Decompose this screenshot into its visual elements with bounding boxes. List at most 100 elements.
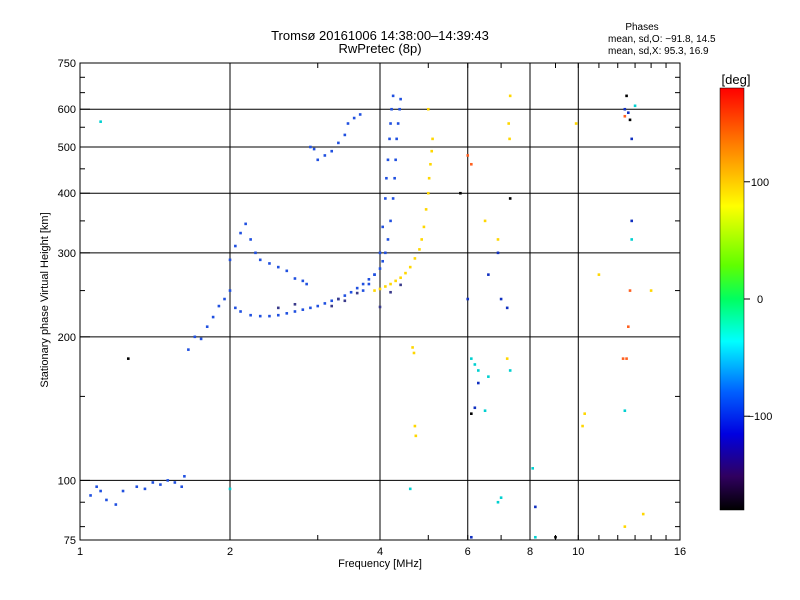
- colorbar-tick-label: −100: [748, 411, 773, 423]
- data-point: [628, 289, 632, 292]
- data-point: [367, 277, 371, 281]
- y-axis-label: Stationary phase Virtual Height [km]: [39, 212, 51, 387]
- data-point: [628, 118, 632, 122]
- data-point: [378, 287, 382, 291]
- data-point: [330, 149, 334, 153]
- y-tick-label: 500: [58, 142, 76, 154]
- data-point: [487, 375, 490, 378]
- data-point: [386, 238, 390, 241]
- data-point: [309, 306, 312, 310]
- data-point: [285, 312, 289, 315]
- y-tick-label: 75: [64, 535, 76, 547]
- data-point: [99, 120, 102, 123]
- data-point: [534, 505, 537, 509]
- data-point: [337, 297, 340, 301]
- data-point: [180, 485, 184, 489]
- data-point: [343, 133, 347, 137]
- x-tick-label: 16: [674, 546, 686, 558]
- data-point: [508, 369, 512, 372]
- y-tick-label: 200: [58, 332, 76, 344]
- data-point: [254, 251, 257, 255]
- data-point: [473, 363, 477, 366]
- data-point: [126, 357, 130, 360]
- colorbar-tick-label: 0: [757, 294, 763, 306]
- data-point: [459, 191, 462, 195]
- data-point: [323, 154, 327, 157]
- x-tick-label: 1: [77, 546, 83, 558]
- data-point: [641, 512, 645, 516]
- data-point: [496, 500, 500, 504]
- data-point: [373, 273, 376, 276]
- data-point: [473, 406, 477, 410]
- data-point: [627, 325, 630, 329]
- data-point: [534, 535, 537, 539]
- data-point: [395, 137, 398, 141]
- data-point: [574, 122, 578, 125]
- data-point: [293, 310, 297, 313]
- y-tick-label: 400: [58, 188, 76, 200]
- data-point: [470, 412, 473, 415]
- data-point: [228, 289, 232, 292]
- data-point: [293, 302, 297, 306]
- colorbar-tick-label: 100: [751, 177, 769, 189]
- data-point: [466, 297, 470, 301]
- data-point: [477, 381, 480, 385]
- data-point: [234, 244, 237, 248]
- data-point: [349, 290, 353, 294]
- data-point: [381, 259, 384, 263]
- data-point: [399, 276, 402, 280]
- y-tick-label: 300: [58, 248, 76, 260]
- data-point: [389, 290, 392, 294]
- data-point: [508, 197, 512, 200]
- data-point: [531, 467, 534, 470]
- stats-line-x: mean, sd,X: 95.3, 16.9: [608, 46, 709, 57]
- data-point: [211, 315, 215, 319]
- data-point: [393, 176, 396, 180]
- data-point: [404, 271, 407, 275]
- data-point: [483, 409, 487, 413]
- data-point: [183, 475, 186, 478]
- stats-line-o: mean, sd,O: −91.8, 14.5: [608, 34, 716, 45]
- data-point: [166, 479, 170, 482]
- data-point: [418, 248, 421, 251]
- data-point: [630, 137, 634, 141]
- data-point: [343, 299, 347, 303]
- data-point: [293, 277, 297, 280]
- data-point: [429, 162, 432, 166]
- data-point: [258, 258, 262, 262]
- data-point: [135, 485, 139, 489]
- colorbar-ticks: 100 0 −100: [744, 177, 772, 423]
- data-point: [499, 496, 503, 499]
- data-point: [583, 412, 586, 415]
- data-point: [394, 279, 397, 283]
- data-point: [623, 114, 627, 118]
- data-point: [268, 314, 271, 318]
- data-point: [597, 273, 601, 276]
- colorbar-gradient: [719, 87, 745, 511]
- data-point: [151, 481, 155, 484]
- data-point: [239, 231, 242, 235]
- data-point: [431, 137, 434, 141]
- data-point: [505, 306, 509, 310]
- data-point: [508, 137, 511, 141]
- data-point: [408, 265, 412, 269]
- data-point: [627, 111, 630, 115]
- data-point: [384, 197, 387, 200]
- data-point: [343, 294, 347, 297]
- x-tick-label: 6: [465, 546, 471, 558]
- data-point: [388, 137, 391, 141]
- data-point: [193, 335, 197, 339]
- data-point: [554, 535, 557, 539]
- data-point: [199, 337, 203, 341]
- data-point: [470, 162, 473, 166]
- data-point: [384, 285, 387, 288]
- data-point: [385, 176, 388, 180]
- data-point: [496, 251, 500, 255]
- data-points: [89, 94, 653, 539]
- data-point: [114, 503, 118, 506]
- data-point: [312, 147, 316, 151]
- data-point: [159, 483, 162, 486]
- data-point: [301, 308, 305, 311]
- x-tick-label: 8: [527, 546, 533, 558]
